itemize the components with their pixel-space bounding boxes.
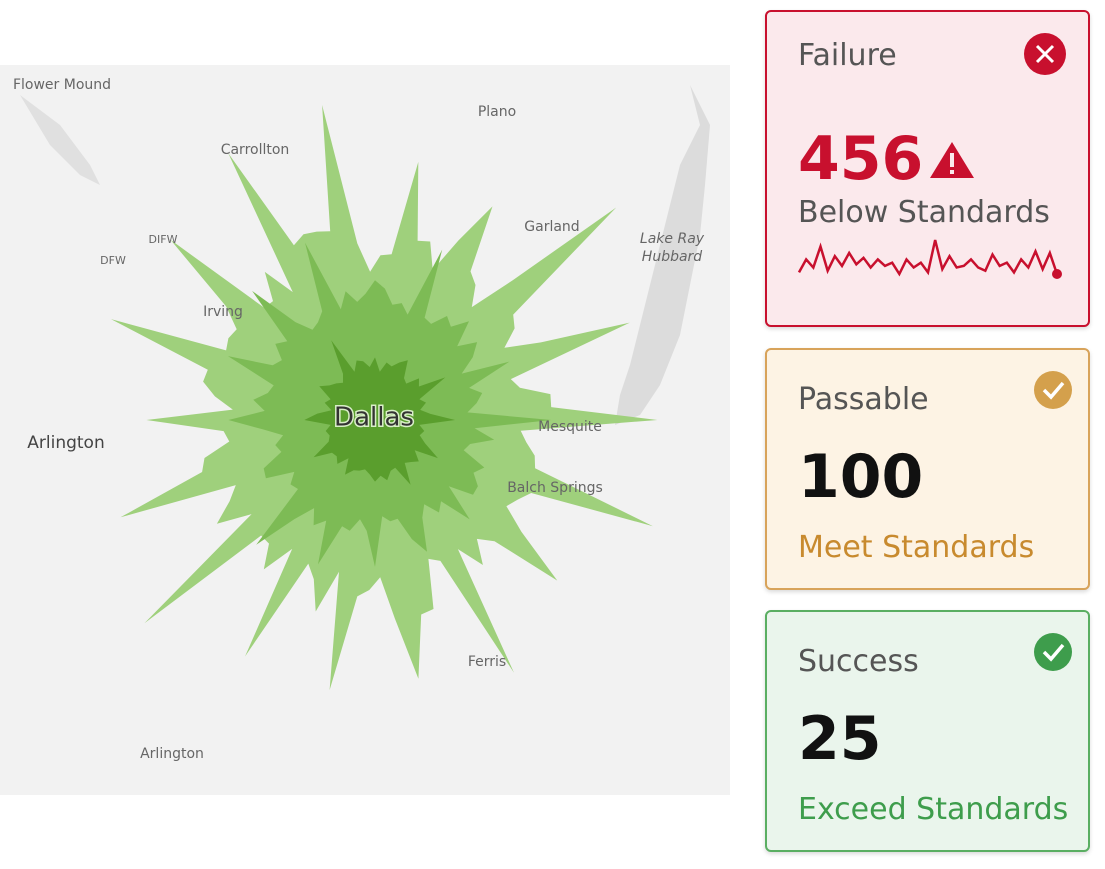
- card-passable: Passable 100 Meet Standards: [765, 348, 1090, 590]
- lake: [20, 95, 100, 185]
- card-failure: Failure 456 Below Standards: [765, 10, 1090, 327]
- map-label: Mesquite: [538, 419, 602, 435]
- sparkline-end: [1052, 269, 1062, 279]
- card-value: 100: [798, 442, 924, 512]
- map-label: DFW: [100, 254, 126, 267]
- lake: [615, 85, 710, 425]
- warning-icon: [930, 142, 974, 178]
- sparkline-line: [797, 239, 1059, 277]
- card-value: 25: [798, 704, 882, 774]
- card-value: 456: [798, 124, 924, 194]
- card-success: Success 25 Exceed Standards: [765, 610, 1090, 852]
- map-label: Irving: [203, 304, 243, 320]
- map-labels: Flower Mound Plano Carrollton DIFW DFW Garlan…: [13, 77, 705, 762]
- check-icon: [1034, 371, 1072, 409]
- isochrone-inner: [304, 340, 456, 485]
- isochrone: [111, 105, 658, 691]
- map-label: Arlington: [27, 433, 104, 453]
- check-icon: [1034, 633, 1072, 671]
- map-label: Balch Springs: [507, 480, 603, 496]
- card-title: Failure: [798, 38, 897, 73]
- map-label: Arlington: [140, 746, 204, 762]
- map-label: Carrollton: [221, 142, 290, 158]
- failure-icon: [1024, 33, 1066, 75]
- map-label: Plano: [478, 104, 516, 120]
- map-label: Ferris: [468, 654, 506, 670]
- map-label: Dallas: [334, 403, 414, 433]
- card-caption: Exceed Standards: [798, 792, 1069, 827]
- sparkline: [797, 239, 1062, 279]
- map: Flower Mound Plano Carrollton DIFW DFW Garlan…: [0, 65, 730, 795]
- card-title: Passable: [798, 382, 929, 417]
- map-label: Garland: [524, 219, 579, 235]
- card-caption: Meet Standards: [798, 530, 1035, 565]
- map-label: Hubbard: [642, 249, 703, 265]
- card-title: Success: [798, 644, 919, 679]
- map-label: Flower Mound: [13, 77, 111, 93]
- map-label: Lake Ray: [640, 231, 705, 247]
- card-caption: Below Standards: [798, 195, 1050, 230]
- map-label: DIFW: [149, 233, 178, 246]
